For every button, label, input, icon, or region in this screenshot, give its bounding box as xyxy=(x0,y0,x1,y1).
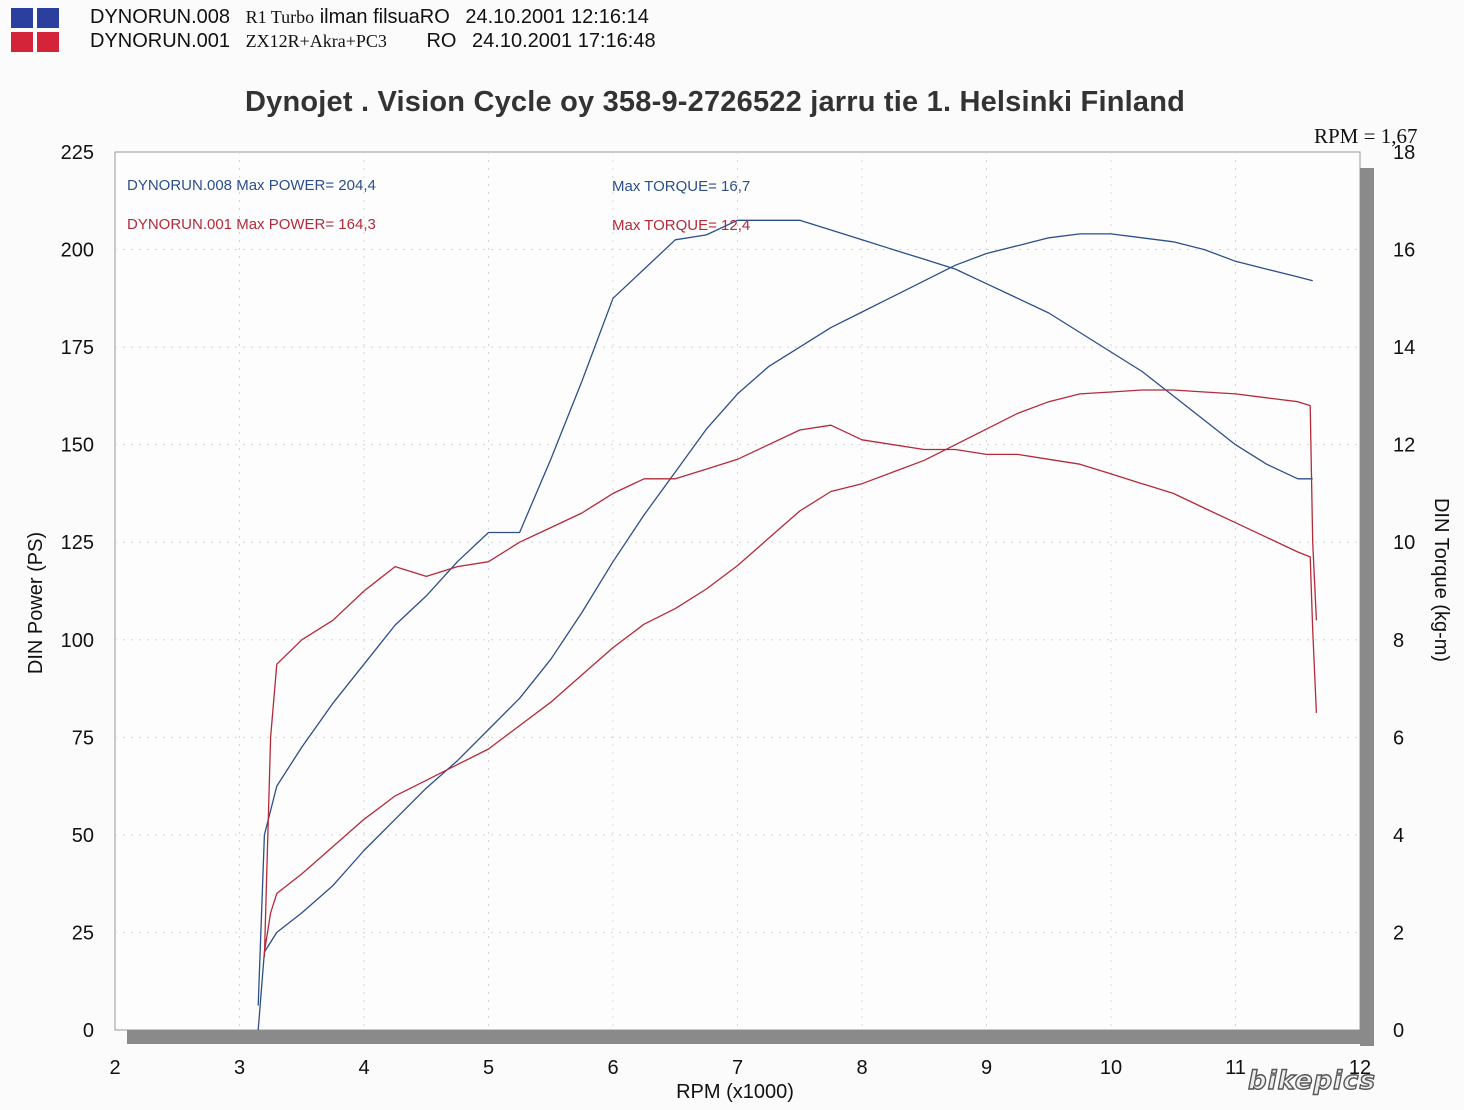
y-axis-label-left: DIN Power (PS) xyxy=(25,532,47,674)
x-tick-label: 11 xyxy=(1225,1057,1246,1079)
y-tick-label-left: 175 xyxy=(61,337,94,359)
y-tick-label-right: 4 xyxy=(1393,825,1404,847)
annotation-run008-power: DYNORUN.008 Max POWER= 204,4 xyxy=(127,177,376,194)
y-axis-label-right: DIN Torque (kg-m) xyxy=(1430,498,1452,662)
annotation-run001-power: DYNORUN.001 Max POWER= 164,3 xyxy=(127,216,376,233)
y-tick-label-right: 0 xyxy=(1393,1020,1404,1042)
y-tick-label-right: 6 xyxy=(1393,727,1404,749)
legend-swatch-red-left xyxy=(11,32,33,52)
y-tick-label-left: 25 xyxy=(72,922,94,944)
x-tick-label: 9 xyxy=(981,1057,992,1079)
y-tick-label-right: 10 xyxy=(1393,532,1415,554)
series-dynorun-008-power xyxy=(257,233,1313,1031)
run-extra: ilman filsuaRO xyxy=(319,6,450,28)
legend-swatch-red-right xyxy=(37,32,59,52)
series-dynorun-008-torque xyxy=(257,219,1313,1006)
x-tick-label: 12 xyxy=(1349,1057,1371,1079)
y-tick-label-right: 16 xyxy=(1393,240,1415,262)
y-tick-label-right: 8 xyxy=(1393,630,1404,652)
x-tick-label: 6 xyxy=(607,1057,618,1079)
x-tick-label: 4 xyxy=(358,1057,369,1079)
y-tick-label-left: 225 xyxy=(61,142,94,164)
series-lines xyxy=(257,219,1318,1031)
x-tick-label: 5 xyxy=(483,1057,494,1079)
y-tick-label-left: 50 xyxy=(72,825,94,847)
series-dynorun-001-torque xyxy=(263,424,1318,957)
chart-title: Dynojet . Vision Cycle oy 358-9-2726522 … xyxy=(245,86,1186,118)
x-tick-label: 2 xyxy=(109,1057,120,1079)
plot-shadow-right xyxy=(1360,168,1374,1046)
annotation-run008-torque: Max TORQUE= 16,7 xyxy=(612,178,750,195)
y-tick-label-right: 18 xyxy=(1393,142,1415,164)
x-tick-label: 7 xyxy=(732,1057,743,1079)
y-tick-label-left: 200 xyxy=(61,240,94,262)
legend-swatch-blue-right xyxy=(37,8,59,28)
y-tick-label-left: 100 xyxy=(61,630,94,652)
run-id: DYNORUN.001 xyxy=(90,30,231,52)
run-time: 12:16:14 xyxy=(571,6,649,28)
y-tick-label-left: 125 xyxy=(61,532,94,554)
run-time: 17:16:48 xyxy=(577,30,656,52)
plot-frame xyxy=(114,151,1374,1046)
run-id: DYNORUN.008 xyxy=(90,6,231,28)
run-date: 24.10.2001 xyxy=(465,6,566,28)
bikepics-watermark: bikepics xyxy=(1247,1065,1376,1096)
annotation-run001-torque: Max TORQUE= 12,4 xyxy=(612,217,750,234)
legend-run-001: DYNORUN.001 ZX12R+Akra+PC3 RO 24.10.2001… xyxy=(90,30,656,53)
run-description: ZX12R+Akra+PC3 xyxy=(245,31,387,51)
legend-swatch-blue-left xyxy=(11,8,33,28)
y-tick-label-left: 150 xyxy=(61,435,94,457)
y-tick-label-left: 0 xyxy=(83,1020,94,1042)
legend-run-008: DYNORUN.008 R1 Turbo ilman filsuaRO 24.1… xyxy=(90,6,649,29)
series-dynorun-001-power xyxy=(263,389,1318,953)
run-description: R1 Turbo xyxy=(245,7,315,27)
run-date: 24.10.2001 xyxy=(472,30,573,52)
plot-area xyxy=(114,151,1361,1031)
y-tick-label-right: 2 xyxy=(1393,922,1404,944)
x-axis-label: RPM (x1000) xyxy=(676,1081,794,1103)
tick-labels: 2 3 4 5 6 7 8 9 10 11 12 0 25 50 75 100 125 150 175 200 225 0… xyxy=(61,142,1416,1079)
plot-shadow-bottom xyxy=(127,1030,1374,1044)
y-tick-label-left: 75 xyxy=(72,727,94,749)
rpm-ratio: RPM = 1,67 xyxy=(1314,124,1418,148)
x-tick-label: 8 xyxy=(856,1057,867,1079)
y-tick-label-right: 14 xyxy=(1393,337,1415,359)
y-tick-label-right: 12 xyxy=(1393,435,1415,457)
x-tick-label: 10 xyxy=(1100,1057,1122,1079)
run-ro: RO xyxy=(426,30,457,52)
x-tick-label: 3 xyxy=(234,1057,245,1079)
